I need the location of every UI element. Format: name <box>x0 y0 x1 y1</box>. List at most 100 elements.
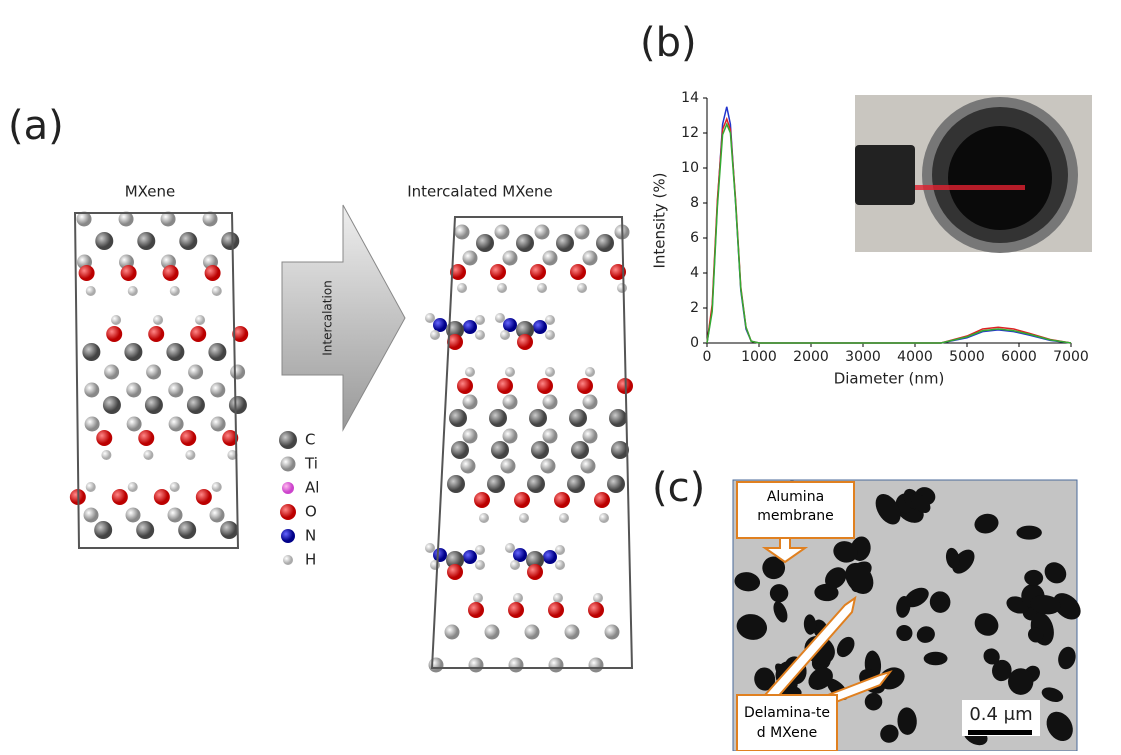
atom <box>212 286 222 296</box>
atom <box>425 543 435 553</box>
y-tick-label: 10 <box>681 160 699 176</box>
atom <box>229 396 247 414</box>
y-tick-label: 14 <box>681 90 699 106</box>
atom <box>94 521 112 539</box>
panel-label: (a) <box>8 103 64 149</box>
atom <box>541 459 556 474</box>
atom <box>221 232 239 250</box>
atom <box>463 320 477 334</box>
atom <box>495 225 510 240</box>
atom <box>537 378 553 394</box>
atom <box>82 343 100 361</box>
atom <box>497 283 507 293</box>
atom <box>170 482 180 492</box>
atom <box>589 658 604 673</box>
atom <box>553 593 563 603</box>
atom <box>433 548 447 562</box>
atom <box>501 459 516 474</box>
atom <box>565 625 580 640</box>
atom <box>461 459 476 474</box>
atom <box>126 383 141 398</box>
atom <box>543 550 557 564</box>
atom <box>170 286 180 296</box>
atom <box>583 395 598 410</box>
atom <box>430 560 440 570</box>
atom <box>205 265 221 281</box>
atom <box>583 251 598 266</box>
atom <box>570 264 586 280</box>
atom <box>519 513 529 523</box>
atom <box>617 283 627 293</box>
atom <box>463 395 478 410</box>
atom <box>185 450 195 460</box>
atom <box>487 475 505 493</box>
atom <box>543 429 558 444</box>
atom <box>475 560 485 570</box>
atom <box>168 383 183 398</box>
legend-label: Al <box>305 479 319 497</box>
atom <box>146 365 161 380</box>
atom <box>581 459 596 474</box>
callout-text: Alumina membrane <box>737 482 854 526</box>
atom <box>463 550 477 564</box>
atom <box>179 232 197 250</box>
atom <box>469 658 484 673</box>
pore <box>924 652 948 665</box>
atom <box>517 334 533 350</box>
atom <box>447 564 463 580</box>
atom <box>554 492 570 508</box>
atom <box>212 482 222 492</box>
structure-title: MXene <box>125 183 176 201</box>
atom <box>505 543 515 553</box>
x-tick-label: 0 <box>703 349 712 365</box>
atom <box>106 326 122 342</box>
atom <box>111 315 121 325</box>
legend-label: O <box>305 503 317 521</box>
atom <box>86 482 96 492</box>
atom <box>210 383 225 398</box>
atom <box>585 367 595 377</box>
atom <box>95 232 113 250</box>
atom <box>180 430 196 446</box>
atom <box>473 593 483 603</box>
atom <box>497 378 513 394</box>
atom <box>596 234 614 252</box>
legend-swatch <box>281 457 296 472</box>
atom <box>527 475 545 493</box>
atom <box>84 383 99 398</box>
atom <box>195 315 205 325</box>
atom <box>451 441 469 459</box>
y-tick-label: 6 <box>690 230 699 246</box>
atom <box>535 225 550 240</box>
atom <box>569 409 587 427</box>
atom <box>79 265 95 281</box>
atom <box>555 545 565 555</box>
atom <box>537 283 547 293</box>
legend-swatch <box>281 529 295 543</box>
atom <box>128 482 138 492</box>
atom <box>154 489 170 505</box>
atom <box>503 251 518 266</box>
atom <box>187 396 205 414</box>
atom <box>531 441 549 459</box>
y-tick-label: 2 <box>690 300 699 316</box>
atom <box>145 396 163 414</box>
atom <box>166 343 184 361</box>
atom <box>190 326 206 342</box>
atom <box>479 513 489 523</box>
x-tick-label: 1000 <box>741 349 777 365</box>
atom <box>208 343 226 361</box>
atom <box>96 430 112 446</box>
atom <box>463 251 478 266</box>
atom <box>449 409 467 427</box>
atom <box>210 508 225 523</box>
figure: (a) MXene Intercalated MXene Intercalati… <box>0 0 1121 751</box>
arrow-label: Intercalation <box>321 280 335 356</box>
atom <box>505 367 515 377</box>
legend-label: H <box>305 551 316 569</box>
scale-bar-label: 0.4 μm <box>969 704 1032 725</box>
atom <box>143 450 153 460</box>
atom <box>556 234 574 252</box>
x-tick-label: 2000 <box>793 349 829 365</box>
atom <box>593 593 603 603</box>
